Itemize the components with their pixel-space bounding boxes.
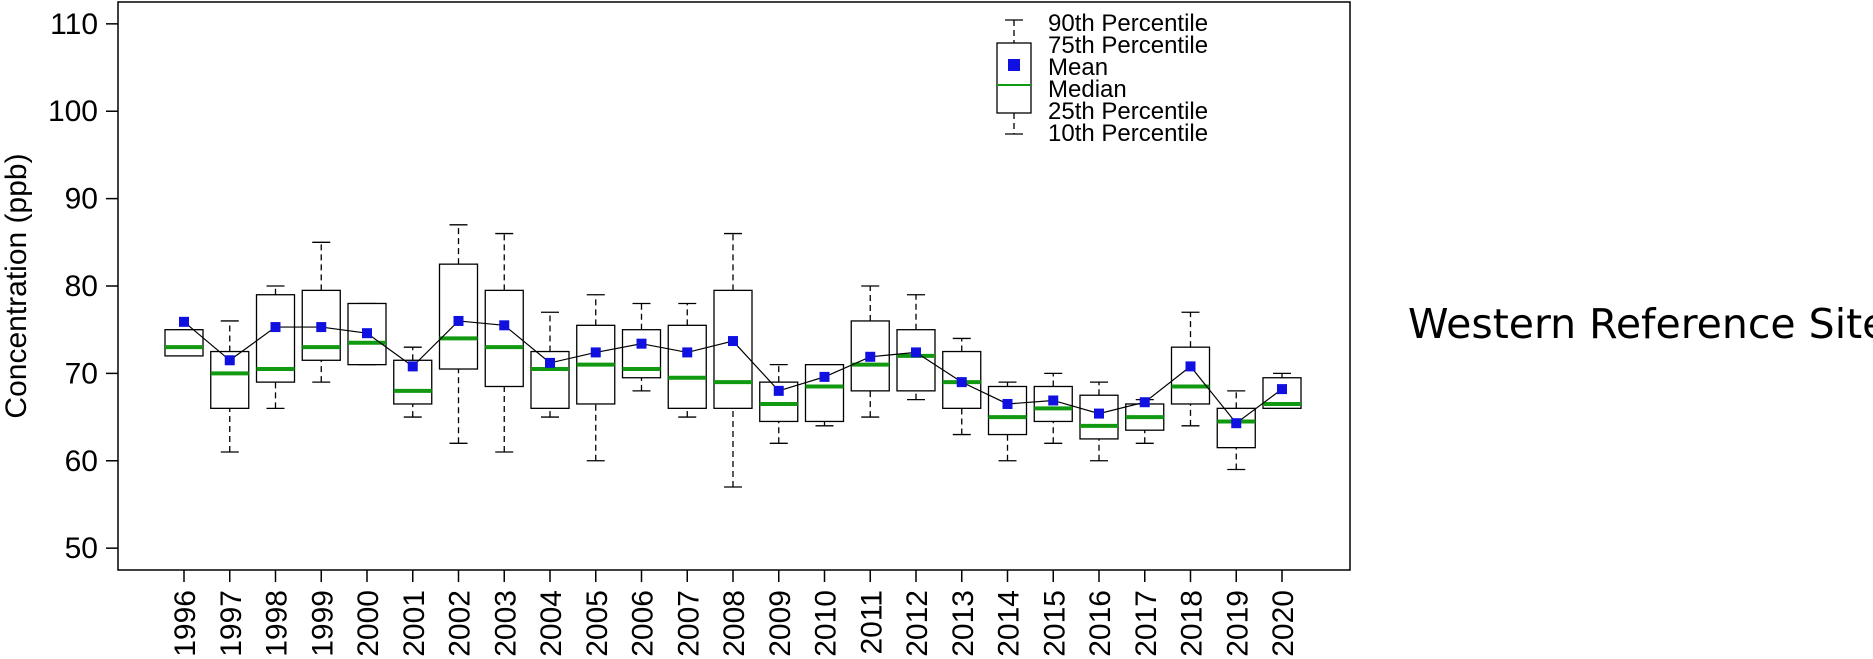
mean-marker-2000 <box>362 328 372 339</box>
box-2011 <box>850 285 890 418</box>
mean-marker-2001 <box>407 361 418 372</box>
mean-marker-1996 <box>179 316 189 327</box>
y-tick-label: 90 <box>65 183 98 216</box>
mean-marker-2015 <box>1048 395 1059 406</box>
mean-marker-2018 <box>1185 361 1196 372</box>
box-1998 <box>255 285 296 409</box>
boxes <box>164 224 1302 488</box>
mean-marker-2004 <box>545 357 555 368</box>
mean-marker-2012 <box>911 347 921 358</box>
y-tick-label: 80 <box>65 270 98 303</box>
mean-marker-2008 <box>728 336 738 347</box>
x-tick-label: 2016 <box>1084 590 1117 657</box>
box-1997 <box>210 320 250 453</box>
x-tick-label: 2011 <box>855 590 888 655</box>
box-2018 <box>1170 311 1211 427</box>
x-tick-label: 2017 <box>1130 590 1163 657</box>
y-tick-label: 50 <box>65 532 98 565</box>
mean-marker-2003 <box>499 320 510 331</box>
x-tick-label: 2004 <box>535 590 568 657</box>
x-tick-label: 1997 <box>215 590 248 657</box>
mean-marker-2016 <box>1094 408 1104 419</box>
x-tick-label: 2014 <box>993 590 1026 657</box>
y-axis-label: Concentration (ppb) <box>0 153 33 418</box>
x-tick-label: 2006 <box>627 590 660 657</box>
mean-marker-2013 <box>956 377 967 388</box>
legend-label-q3: 75th Percentile <box>1048 32 1208 59</box>
box-2006 <box>621 302 662 392</box>
mean-marker-2002 <box>453 315 464 326</box>
mean-marker-2017 <box>1139 397 1150 408</box>
mean-marker-2019 <box>1231 418 1242 429</box>
legend-label-p90: 90th Percentile <box>1048 10 1208 37</box>
mean-marker-2006 <box>636 338 647 349</box>
x-tick-label: 2009 <box>764 590 797 657</box>
iqr-box <box>987 385 1028 436</box>
x-tick-label: 1998 <box>261 590 294 657</box>
legend-mean-marker <box>1008 59 1020 71</box>
box-2012 <box>896 294 936 401</box>
iqr-box <box>667 324 707 409</box>
x-tick-label: 2002 <box>444 590 477 657</box>
box-2014 <box>987 381 1028 462</box>
iqr-box <box>164 329 204 357</box>
y-tick-label: 100 <box>48 95 98 128</box>
x-tick-label: 2001 <box>398 590 431 657</box>
mean-marker-2007 <box>682 347 693 358</box>
x-tick-label: 2007 <box>672 590 705 657</box>
chart-title: Western Reference Sites <box>1408 300 1873 348</box>
box-2019 <box>1216 390 1256 471</box>
mean-marker-1998 <box>270 322 281 333</box>
plot-frame <box>117 1 1351 571</box>
iqr-box <box>484 289 524 388</box>
box-2008 <box>713 232 753 488</box>
mean-marker-2014 <box>1002 398 1013 409</box>
box-2001 <box>393 346 433 418</box>
mean-marker-1999 <box>316 322 327 333</box>
iqr-box <box>438 263 479 370</box>
mean-marker-2010 <box>819 371 830 382</box>
mean-marker-2011 <box>865 351 876 362</box>
x-tick-label: 1999 <box>306 590 339 657</box>
x-tick-label: 2019 <box>1221 590 1254 657</box>
box-2015 <box>1033 372 1073 444</box>
x-tick-label: 2015 <box>1038 590 1071 657</box>
x-tick-label: 2003 <box>489 590 522 657</box>
x-tick-label: 2010 <box>810 590 843 657</box>
box-2003 <box>484 232 524 453</box>
axes: 50 60 70 80 90 100 110 Concentration (ppb) 1996 1… <box>0 1 1351 657</box>
x-tick-label: 1996 <box>169 590 202 657</box>
y-tick-label: 110 <box>50 8 98 41</box>
x-tick-label: 2012 <box>901 590 934 657</box>
x-tick-label: 2008 <box>718 590 751 657</box>
legend-label-q1: 25th Percentile <box>1048 98 1208 125</box>
mean-marker-1997 <box>224 355 235 366</box>
legend-label-p10: 10th Percentile <box>1048 120 1208 147</box>
legend-label-mean: Mean <box>1048 54 1108 81</box>
mean-marker-2009 <box>773 385 784 396</box>
y-tick-label: 60 <box>65 445 98 478</box>
iqr-box <box>896 329 936 392</box>
x-tick-label: 2018 <box>1176 590 1209 657</box>
legend-box <box>996 42 1032 114</box>
box-2016 <box>1079 381 1119 462</box>
mean-marker-2020 <box>1277 384 1287 395</box>
y-tick-label: 70 <box>65 357 98 390</box>
box-2002 <box>438 224 479 444</box>
legend-label-median: Median <box>1048 76 1127 103</box>
x-tick-label: 2020 <box>1267 590 1300 657</box>
iqr-box <box>713 289 753 409</box>
x-tick-label: 2013 <box>947 590 980 657</box>
x-tick-label: 2000 <box>352 590 385 657</box>
box-1999 <box>301 241 341 383</box>
box-1996 <box>164 329 204 357</box>
mean-marker-2005 <box>590 347 601 358</box>
box-2007 <box>667 302 707 418</box>
x-tick-label: 2005 <box>581 590 614 657</box>
mean-line <box>179 315 1287 429</box>
iqr-box <box>1170 346 1211 405</box>
box-2005 <box>576 294 616 462</box>
